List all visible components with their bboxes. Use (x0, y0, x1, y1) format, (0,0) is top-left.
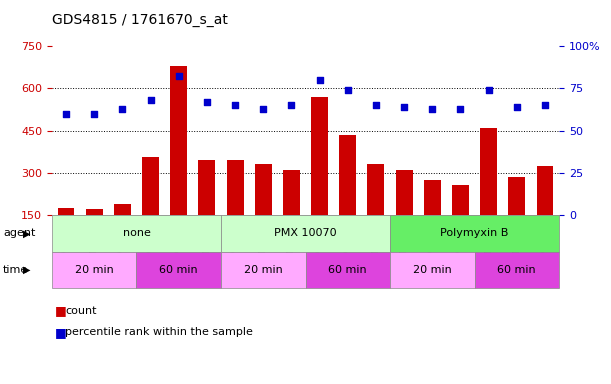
Point (484, 87, 494, 93)
Text: 60 min: 60 min (497, 265, 536, 275)
Bar (339, 135, 356, 215)
Text: 60 min: 60 min (329, 265, 367, 275)
Text: 20 min: 20 min (244, 265, 283, 275)
Text: 60 min: 60 min (159, 265, 198, 275)
Bar (283, 170, 300, 215)
Point (145, 97, 155, 103)
Bar (114, 204, 131, 215)
Bar (86, 209, 103, 215)
Text: PMX 10070: PMX 10070 (274, 228, 337, 238)
Bar (170, 66, 187, 215)
Point (399, 104, 409, 110)
Bar (311, 97, 328, 215)
Point (287, 102, 296, 108)
Point (512, 104, 522, 110)
Bar (424, 180, 441, 215)
Text: 20 min: 20 min (413, 265, 452, 275)
Bar (367, 164, 384, 215)
Bar (199, 160, 215, 215)
Text: agent: agent (3, 228, 35, 238)
Text: ■: ■ (55, 326, 71, 339)
Bar (255, 164, 272, 215)
Bar (396, 170, 412, 215)
Bar (536, 166, 554, 215)
Point (230, 102, 240, 108)
Point (456, 106, 466, 112)
Text: ▶: ▶ (23, 228, 31, 238)
Text: time: time (3, 265, 28, 275)
Text: ▶: ▶ (23, 265, 31, 275)
Bar (57, 208, 75, 215)
Bar (508, 177, 525, 215)
Point (61, 111, 71, 117)
Bar (480, 128, 497, 215)
Bar (142, 157, 159, 215)
Text: ■: ■ (55, 305, 71, 318)
Point (540, 102, 550, 108)
Point (174, 73, 184, 79)
Point (428, 106, 437, 112)
Text: count: count (65, 306, 97, 316)
Bar (452, 185, 469, 215)
Point (117, 106, 127, 112)
Bar (227, 160, 244, 215)
Point (258, 106, 268, 112)
Point (89, 111, 99, 117)
Text: 20 min: 20 min (75, 265, 114, 275)
Point (315, 77, 324, 83)
Text: none: none (123, 228, 150, 238)
Point (202, 99, 212, 105)
Text: Polymyxin B: Polymyxin B (441, 228, 509, 238)
Point (371, 102, 381, 108)
Text: GDS4815 / 1761670_s_at: GDS4815 / 1761670_s_at (52, 13, 228, 27)
Text: percentile rank within the sample: percentile rank within the sample (65, 327, 253, 337)
Point (343, 87, 353, 93)
